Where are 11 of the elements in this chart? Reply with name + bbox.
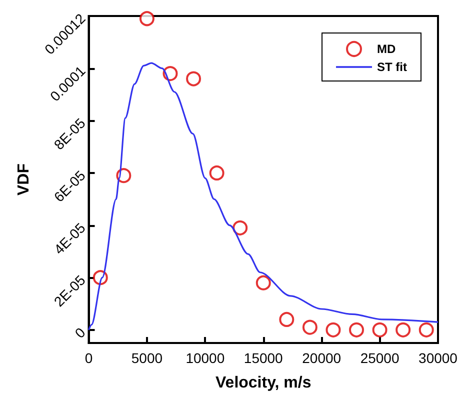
y-tick-label: 0 <box>72 324 89 342</box>
x-tick-label: 25000 <box>360 350 400 366</box>
x-tick-label: 5000 <box>131 350 163 366</box>
x-tick-label: 15000 <box>244 350 284 366</box>
x-axis-title: Velocity, m/s <box>216 374 312 392</box>
y-axis-title: VDF <box>16 163 32 196</box>
legend-label: MD <box>377 42 396 56</box>
x-tick-label: 10000 <box>186 350 225 366</box>
x-tick-label: 20000 <box>302 350 342 366</box>
x-tick-label: 30000 <box>418 350 458 366</box>
legend-label: ST fit <box>377 60 408 74</box>
